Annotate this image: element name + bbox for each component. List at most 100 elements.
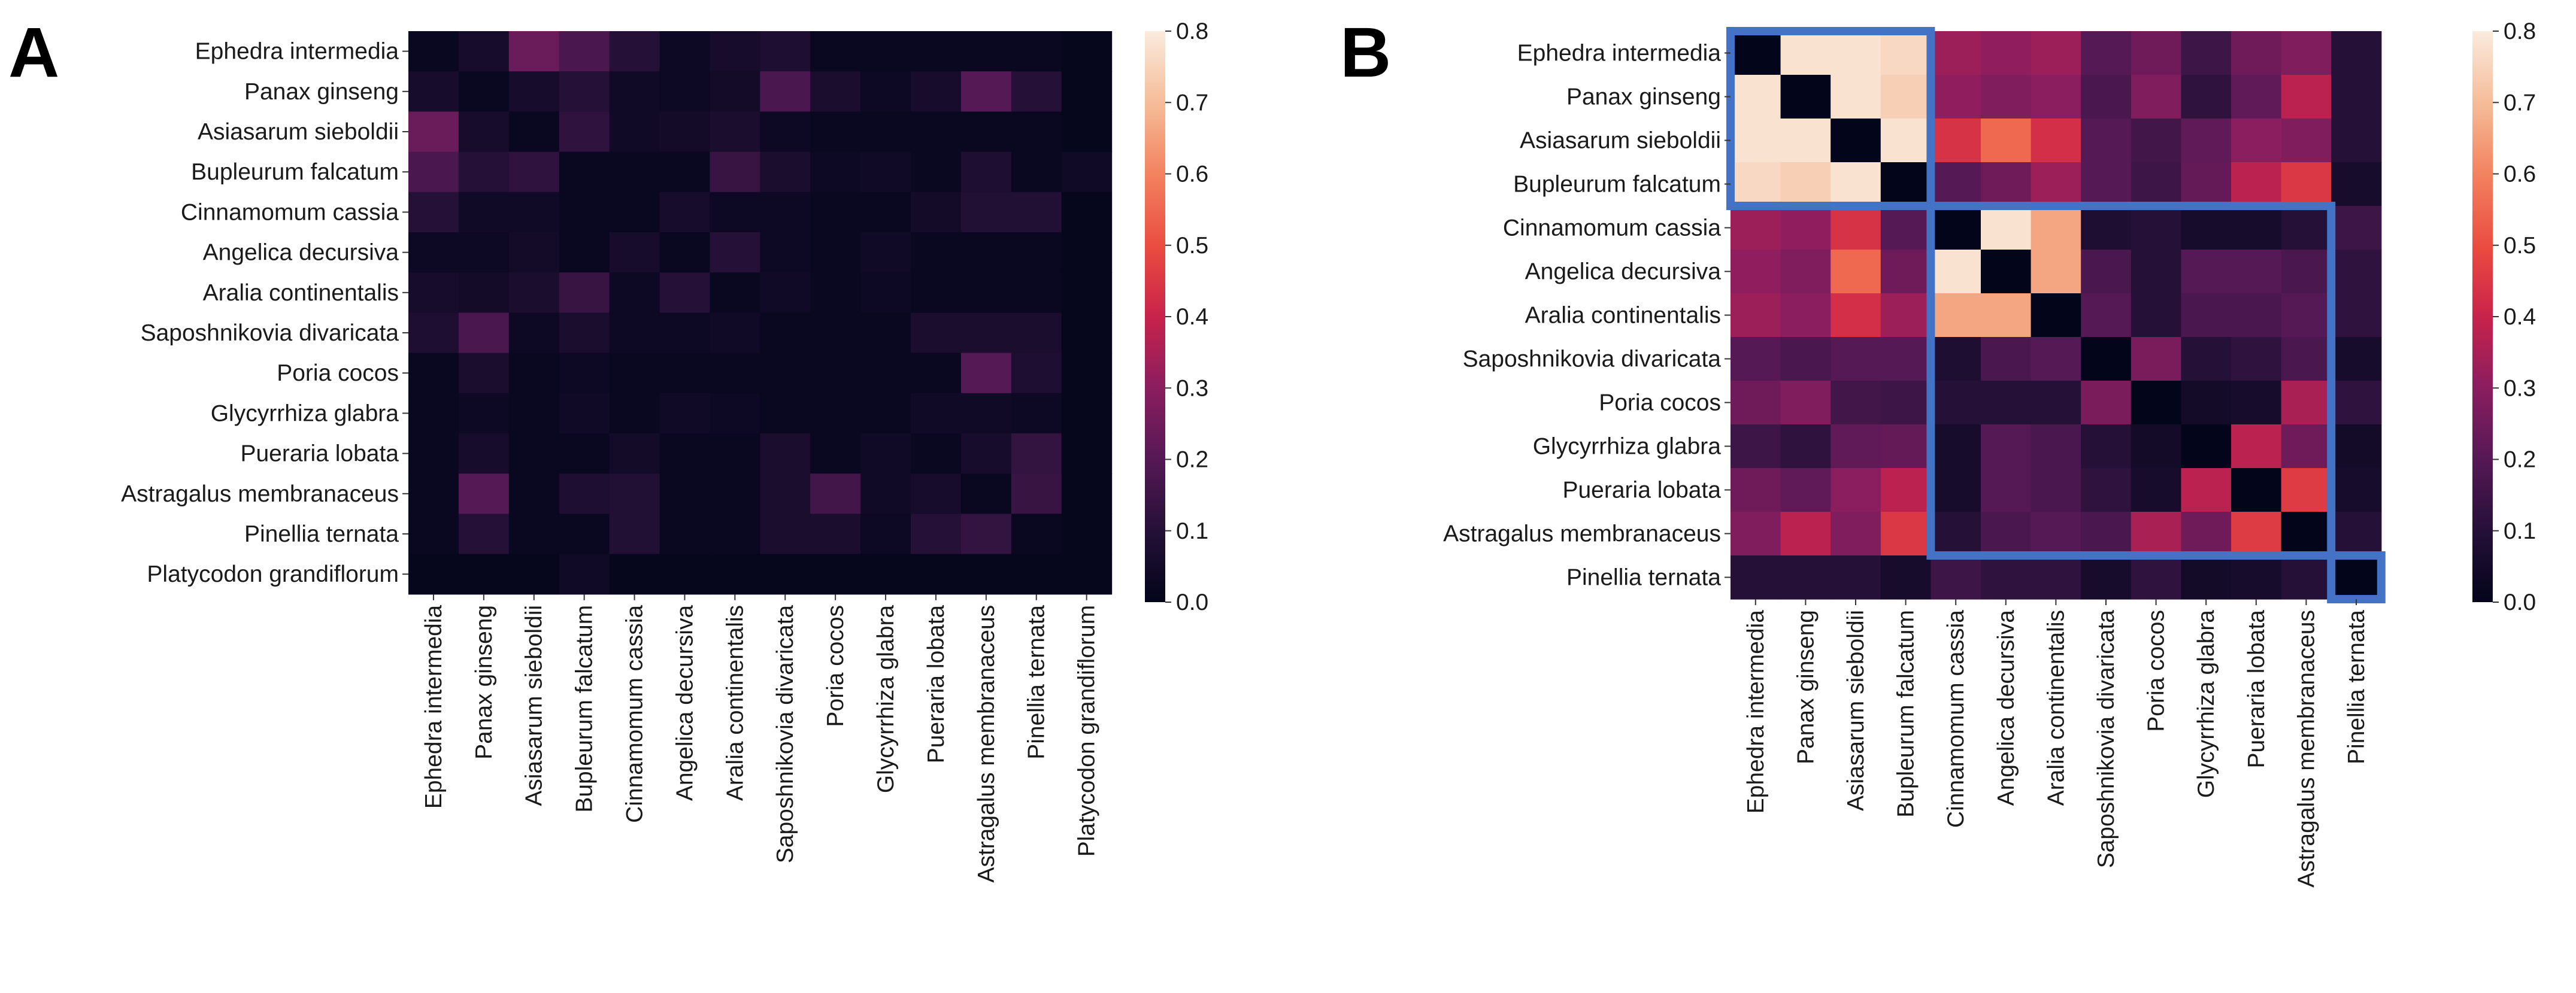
heatmap-cell [609,393,660,434]
heatmap-cell [1011,554,1062,595]
heatmap-cell [1831,206,1881,250]
heatmap-cell [609,473,660,514]
heatmap-cell [2081,512,2132,556]
heatmap-cell [1061,473,1113,514]
heatmap-cell [1780,337,1831,381]
heatmap-cell [1981,337,2032,381]
heatmap-cell [760,192,811,233]
heatmap-cell [2181,555,2232,600]
heatmap-cell [1931,206,1981,250]
heatmap-cell [408,393,459,434]
heatmap-cell [2181,206,2232,250]
heatmap-cell [1931,424,1981,469]
heatmap-cell [960,433,1012,474]
heatmap-cell [911,272,962,313]
heatmap-cell [1880,75,1931,119]
heatmap-cell [911,353,962,394]
heatmap-cell [911,31,962,72]
heatmap-cell [659,312,710,354]
heatmap-cell [1011,473,1062,514]
heatmap-cell [659,192,710,233]
heatmap-cell [2130,381,2181,425]
heatmap-cell [960,31,1012,72]
heatmap-cell [1880,381,1931,425]
row-label: Bupleurum falcatum [1513,172,1721,198]
heatmap-cell [760,272,811,313]
heatmap-cell [2331,337,2382,381]
heatmap-cell [2081,162,2132,207]
panel-a-column-labels: Ephedra intermedia Panax ginseng Asiasarum… [421,594,1100,883]
heatmap-cell [2281,555,2332,600]
heatmap-cell [1931,162,1981,207]
heatmap-cell [2031,555,2081,600]
heatmap-cell [810,31,861,72]
heatmap-cell [2331,250,2382,294]
heatmap-cell [1831,424,1881,469]
heatmap-cell [2130,206,2181,250]
heatmap-cell [408,232,459,273]
heatmap-cell [1780,206,1831,250]
heatmap-cell [810,393,861,434]
row-label: Pinellia ternata [244,521,399,547]
heatmap-cell [508,353,560,394]
colorbar-tick-label: 0.1 [1176,518,1208,544]
heatmap-cell [2031,293,2081,338]
heatmap-cell [458,111,510,153]
heatmap-cell [2081,293,2132,338]
heatmap-cell [2231,468,2282,512]
heatmap-cell [508,514,560,555]
heatmap-cell [1931,512,1981,556]
heatmap-cell [458,71,510,112]
heatmap-cell [1831,468,1881,512]
heatmap-cell [1981,206,2032,250]
column-label: Panax ginseng [1793,610,1819,764]
heatmap-cell [2081,119,2132,163]
heatmap-cell [609,433,660,474]
heatmap-cell [860,111,911,153]
heatmap-cell [458,473,510,514]
heatmap-cell [2031,381,2081,425]
heatmap-cell [508,192,560,233]
heatmap-cell [1780,424,1831,469]
heatmap-cell [1731,337,1781,381]
heatmap-cell [1731,468,1781,512]
heatmap-cell [508,433,560,474]
heatmap-cell [2281,162,2332,207]
heatmap-cell [458,192,510,233]
heatmap-cell [1011,71,1062,112]
heatmap-cell [659,473,710,514]
heatmap-cell [1011,31,1062,72]
column-label: Saposhnikovia divaricata [2093,610,2119,869]
colorbar-tick-label: 0.5 [1176,233,1208,259]
heatmap-cell [1061,31,1113,72]
heatmap-cell [810,192,861,233]
heatmap-cell [659,514,710,555]
row-label: Bupleurum falcatum [191,159,399,185]
column-label: Pinellia ternata [1024,605,1050,759]
heatmap-cell [1061,312,1113,354]
heatmap-cell [860,473,911,514]
heatmap-cell [1780,512,1831,556]
heatmap-cell [2130,468,2181,512]
row-label: Aralia continentalis [203,280,399,306]
row-label: Poria cocos [277,360,399,386]
heatmap-cell [559,312,610,354]
heatmap-cell [960,393,1012,434]
heatmap-cell [760,433,811,474]
heatmap-cell [860,393,911,434]
heatmap-cell [2231,293,2282,338]
heatmap-cell [2081,381,2132,425]
column-label: Angelica decursiva [672,605,698,801]
column-label: Bupleurum falcatum [1893,610,1919,818]
heatmap-cell [609,151,660,193]
panel-a-row-labels: Ephedra intermedia Panax ginseng Asiasarum… [121,39,408,587]
heatmap-cell [458,272,510,313]
heatmap-cell [408,192,459,233]
heatmap-cell [659,111,710,153]
heatmap-cell [2130,555,2181,600]
row-label: Panax ginseng [244,79,399,105]
heatmap-cell [2231,162,2282,207]
heatmap-cell [2181,162,2232,207]
heatmap-cell [1780,468,1831,512]
colorbar-tick-label: 0.7 [1176,90,1208,116]
